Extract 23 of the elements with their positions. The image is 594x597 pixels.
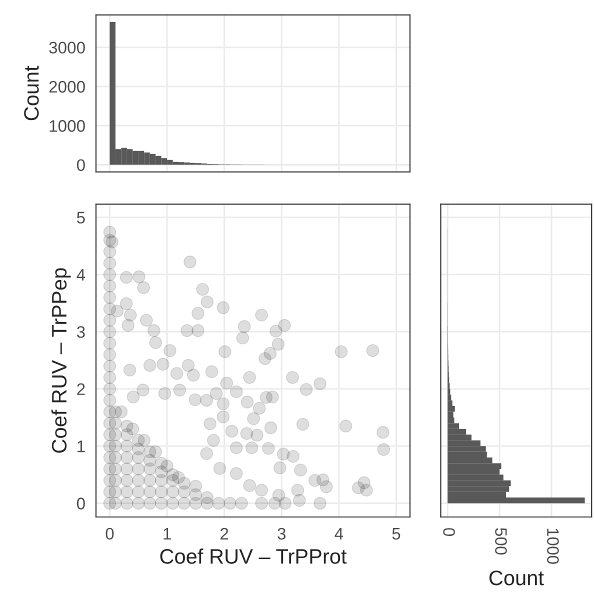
- y-tick-label: 2000: [49, 80, 85, 93]
- y-tick-label: 1: [78, 440, 85, 452]
- x-tick-label: 1000: [547, 528, 559, 564]
- x-tick-label: 500: [495, 528, 507, 555]
- x-tick-label: 4: [334, 528, 344, 540]
- x-tick-label: 5: [392, 528, 400, 540]
- y-tick-label: 2: [77, 383, 85, 395]
- y-tick-label: 4: [76, 269, 86, 281]
- x-tick-label: 3: [278, 528, 286, 540]
- y-tick-label: 3: [76, 326, 85, 338]
- y-axis-title: Count: [24, 66, 39, 120]
- x-axis-title: Count: [489, 570, 544, 586]
- x-tick-label: 0: [443, 528, 455, 536]
- y-tick-label: 0: [76, 498, 85, 510]
- x-tick-label: 1: [164, 528, 171, 540]
- y-tick-label: 1000: [50, 120, 85, 132]
- x-tick-label: 2: [220, 528, 228, 540]
- y-axis-title: Coef RUV – TrPPep: [51, 268, 71, 453]
- x-axis-title: Coef RUV – TrPProt: [160, 548, 347, 564]
- y-tick-label: 5: [76, 212, 85, 224]
- y-tick-label: 0: [76, 159, 85, 172]
- y-tick-label: 3000: [49, 42, 85, 54]
- x-tick-label: 0: [106, 528, 114, 540]
